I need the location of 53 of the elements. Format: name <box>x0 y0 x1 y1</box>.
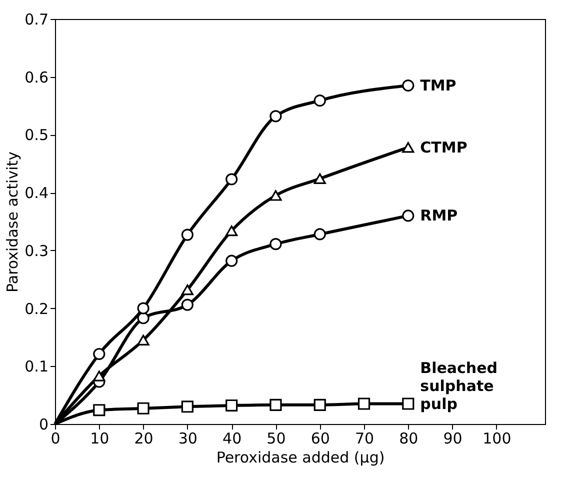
point <box>226 399 238 412</box>
point <box>402 80 414 92</box>
point <box>314 398 326 411</box>
x-tick-label: 0 <box>50 430 60 448</box>
x-tick-label: 40 <box>222 430 242 448</box>
point <box>181 284 194 296</box>
point <box>314 228 326 240</box>
y-tick-label: 0.5 <box>24 126 48 144</box>
point <box>93 370 106 382</box>
y-tick-label: 0.6 <box>24 68 48 86</box>
series-label: CTMP <box>420 138 468 156</box>
point <box>93 404 106 416</box>
point <box>402 210 414 222</box>
point <box>270 110 282 122</box>
x-tick-label: 90 <box>443 430 462 448</box>
point <box>137 302 150 314</box>
series-label: Bleached sulphate pulp <box>420 358 498 413</box>
point <box>181 228 194 241</box>
series-label: TMP <box>420 76 456 95</box>
x-tick-label: 100 <box>482 430 512 448</box>
point <box>137 402 150 414</box>
point <box>314 173 326 184</box>
x-tick-label: 70 <box>354 430 374 448</box>
point <box>181 400 194 413</box>
x-tick-label: 50 <box>266 430 286 448</box>
y-tick-label: 0.4 <box>24 184 48 202</box>
point <box>226 225 238 236</box>
y-tick-label: 0.3 <box>24 242 48 260</box>
y-tick-label: 0.2 <box>24 300 48 318</box>
point <box>358 398 370 410</box>
point <box>226 254 238 267</box>
point <box>314 94 326 107</box>
point <box>402 142 414 153</box>
y-tick-label: 0 <box>38 416 48 434</box>
point <box>270 238 282 250</box>
point <box>181 298 194 311</box>
x-tick-label: 30 <box>178 430 198 448</box>
series-label: RMP <box>420 206 458 225</box>
x-tick-label: 20 <box>134 430 154 448</box>
y-tick-label: 0.7 <box>24 10 48 28</box>
point <box>137 334 150 346</box>
x-tick-label: 80 <box>399 430 418 448</box>
point <box>137 312 150 324</box>
point <box>270 190 282 201</box>
point <box>402 398 414 410</box>
x-tick-label: 10 <box>90 430 110 448</box>
y-tick-label: 0.1 <box>24 358 48 376</box>
point <box>93 348 106 360</box>
x-tick-label: 60 <box>310 430 330 448</box>
point <box>270 398 282 411</box>
y-axis-title: Paroxidase activity <box>4 151 22 292</box>
x-axis-title: Peroxidase added (μg) <box>216 448 385 466</box>
point <box>226 173 238 186</box>
